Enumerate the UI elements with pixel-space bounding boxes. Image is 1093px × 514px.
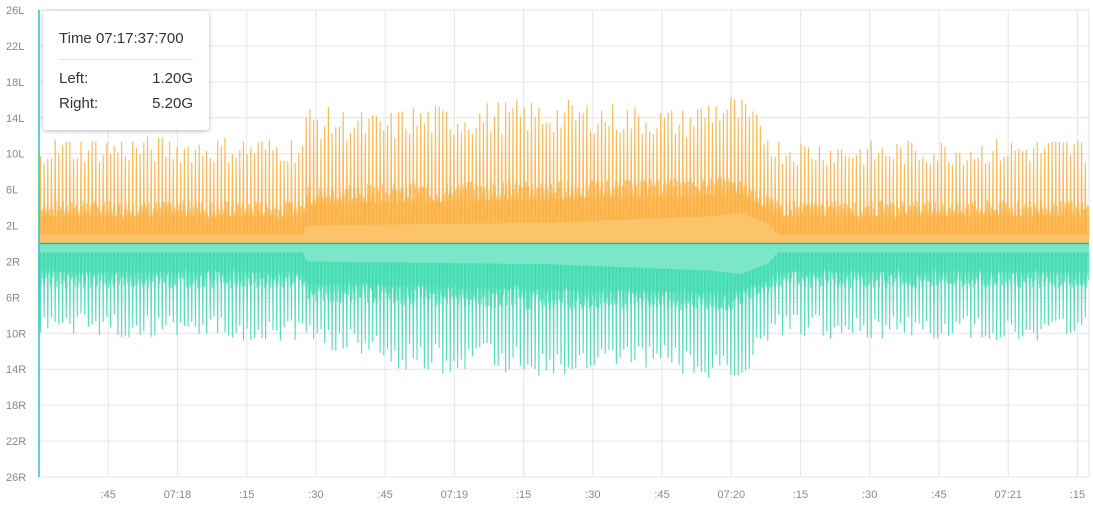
y-tick-label: 18R — [6, 400, 26, 412]
series-right-base-fill — [39, 243, 1089, 275]
tooltip-time: Time 07:17:37:700 — [59, 30, 184, 47]
x-tick-label: :15 — [1070, 489, 1085, 501]
x-tick-label: :45 — [378, 489, 393, 501]
tooltip-time-label: Time — [59, 30, 92, 47]
x-tick-label: :30 — [862, 489, 877, 501]
x-tick-label: 07:21 — [994, 489, 1022, 501]
tooltip-row-value: 1.20G — [152, 70, 193, 87]
y-tick-label: 2R — [6, 256, 20, 268]
y-tick-label: 10L — [6, 149, 24, 161]
tooltip-row-left: Left: 1.20G — [59, 70, 193, 87]
series-right-area — [38, 243, 1090, 378]
y-tick-label: 26R — [6, 472, 26, 484]
x-tick-label: :30 — [585, 489, 600, 501]
series-right-spikes — [39, 252, 1087, 378]
tooltip-time-value: 07:17:37:700 — [95, 30, 184, 47]
y-tick-label: 26L — [6, 5, 24, 17]
y-tick-label: 6R — [6, 292, 20, 304]
series-left-area — [38, 97, 1090, 244]
x-tick-label: 07:20 — [718, 489, 746, 501]
y-axis-ticks: 26L 22L 18L 14L 10L 6L 2L 2R 6R 10R 14R 18R 22R 26R — [6, 5, 26, 484]
x-tick-label: 07:19 — [441, 489, 469, 501]
series-left-spikes — [39, 97, 1087, 235]
y-tick-label: 22R — [6, 436, 26, 448]
tooltip-row-label: Left: — [59, 70, 89, 87]
x-axis-ticks: :45 07:18 :15 :30 :45 07:19 :15 :30 :45 07:20 :15:… — [101, 489, 1086, 501]
y-tick-label: 14R — [6, 364, 26, 376]
tooltip-row-value: 5.20G — [152, 95, 193, 112]
y-tick-label: 10R — [6, 328, 26, 340]
series-left-base-fill — [39, 212, 1089, 244]
y-tick-label: 2L — [6, 221, 18, 233]
x-tick-label: :30 — [308, 489, 323, 501]
tooltip: Time 07:17:37:700 Left: 1.20G Right: 5.2… — [43, 11, 209, 130]
y-tick-label: 14L — [6, 113, 24, 125]
tooltip-separator — [59, 59, 193, 60]
tooltip-row-label: Right: — [59, 95, 99, 112]
tooltip-row-right: Right: 5.20G — [59, 95, 193, 112]
y-tick-label: 18L — [6, 77, 24, 89]
x-tick-label: :45 — [101, 489, 116, 501]
y-tick-label: 6L — [6, 185, 18, 197]
x-tick-label: 07:18 — [164, 489, 192, 501]
x-tick-label: :15 — [239, 489, 254, 501]
x-tick-label: :15 — [516, 489, 531, 501]
x-tick-label: :15 — [793, 489, 808, 501]
y-tick-label: 22L — [6, 41, 24, 53]
x-tick-label: :45 — [931, 489, 946, 501]
x-tick-label: :45 — [654, 489, 669, 501]
